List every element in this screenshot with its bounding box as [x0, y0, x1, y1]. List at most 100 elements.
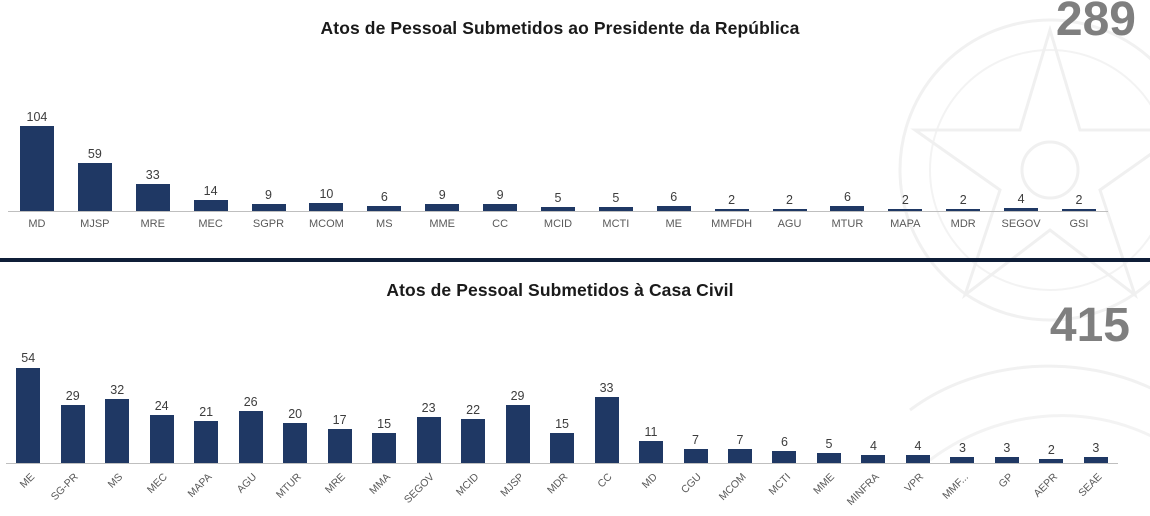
bar-column: 29 SG-PR	[49, 352, 95, 514]
bar	[194, 421, 219, 463]
x-axis-label: MD	[639, 471, 660, 492]
bar	[950, 457, 975, 463]
bar-value-label: 6	[380, 189, 388, 204]
bar-column: 4 SEGOV	[992, 106, 1051, 230]
bar	[327, 429, 352, 463]
x-axis-label: MCTI	[766, 471, 793, 498]
bar-value-label: 6	[843, 189, 851, 204]
bar-value-label: 5	[612, 190, 620, 205]
bar-value-label: 6	[670, 189, 678, 204]
bar-value-label: 32	[110, 382, 125, 397]
bar	[772, 209, 807, 211]
x-axis-label: MME	[811, 471, 838, 497]
bar-value-label: 7	[692, 432, 699, 447]
bar-column: 29 MJSP	[495, 352, 540, 514]
bar-plot-casa-civil: 54 ME 29 SG-PR 32 MS 24 MEC 21 MAPA 26 AGU 20 MTUR 17 M…	[6, 352, 1119, 514]
x-axis-label: AGU	[777, 218, 802, 230]
bar-value-label: 4	[1017, 191, 1025, 206]
chart-total-casa-civil: 415	[1049, 299, 1130, 352]
bar-value-label: 2	[786, 192, 793, 207]
bar	[105, 399, 130, 463]
bar-value-label: 29	[65, 388, 80, 403]
x-axis-label: MS	[376, 218, 393, 230]
bar-value-label: 2	[1075, 192, 1083, 207]
x-axis-label: MCTI	[602, 218, 630, 230]
x-axis-label: MTUR	[831, 218, 864, 230]
x-axis-label: MEC	[145, 471, 171, 496]
bar-column: 5 MCTI	[586, 106, 645, 230]
bar-value-label: 24	[154, 398, 169, 413]
x-axis-label: MCID	[543, 218, 573, 230]
bar	[861, 455, 886, 463]
bar-column: 7 MCOM	[716, 352, 763, 514]
bar-value-label: 54	[21, 352, 36, 365]
bar-column: 2 GSI	[1050, 106, 1108, 230]
x-axis-label: MAPA	[890, 218, 921, 230]
bar-column: 33 CC	[584, 352, 629, 514]
bar	[193, 200, 228, 211]
bar	[714, 209, 749, 211]
bar-value-label: 7	[736, 432, 744, 447]
bar-value-label: 3	[958, 440, 966, 455]
bar-column: 3 MMF...	[940, 352, 985, 514]
bar	[888, 209, 923, 211]
x-axis-label: AGU	[234, 471, 260, 496]
bar-value-label: 23	[421, 400, 436, 415]
bar	[727, 449, 752, 463]
bar-column: 33 MRE	[123, 106, 182, 230]
bar-value-label: 59	[87, 146, 102, 161]
x-axis-label: MCOM	[308, 218, 344, 230]
bar-column: 14 MEC	[181, 106, 240, 230]
bar	[283, 423, 308, 463]
x-axis-label: CC	[492, 218, 509, 230]
bar-value-label: 3	[1003, 440, 1011, 455]
x-axis-label: GSI	[1069, 218, 1089, 230]
bar	[372, 433, 397, 463]
bar	[656, 206, 691, 211]
x-axis-label: ME	[665, 218, 682, 230]
bar-value-label: 9	[496, 187, 504, 202]
x-axis-label: MMF...	[940, 471, 971, 502]
x-axis-label: MAPA	[185, 471, 215, 500]
chart-presidente-section: Atos de Pessoal Submetidos ao Presidente…	[8, 0, 1136, 230]
bar-column: 17 MRE	[317, 352, 362, 514]
x-axis-label: MRE	[323, 471, 349, 496]
bar-value-label: 20	[288, 406, 303, 421]
bar	[550, 433, 575, 463]
bar-value-label: 11	[644, 424, 658, 439]
x-axis-label: VPR	[902, 471, 927, 495]
bar-column: 4 MINFRA	[845, 352, 896, 514]
bar-value-label: 33	[145, 167, 160, 182]
bar-column: 9 SGPR	[239, 106, 298, 230]
bar	[77, 163, 112, 211]
bar-value-label: 3	[1092, 440, 1100, 455]
bar	[946, 209, 981, 211]
bar-columns: 54 ME 29 SG-PR 32 MS 24 MEC 21 MAPA 26 AGU 20 MTUR 17 M…	[6, 352, 1119, 514]
x-axis-label: MDR	[545, 471, 571, 497]
bar	[816, 453, 841, 463]
bar	[483, 204, 518, 211]
bar-column: 104 MD	[8, 106, 66, 230]
bar	[16, 367, 41, 463]
bar-column: 3 SEAE	[1073, 352, 1119, 514]
chart-total-presidente: 289	[1055, 0, 1136, 46]
bar-value-label: 21	[199, 404, 214, 419]
bar	[639, 441, 664, 463]
bar	[19, 126, 54, 211]
bar-column: 2 MAPA	[876, 106, 935, 230]
x-axis-label: SGPR	[252, 218, 285, 230]
x-axis-label: MDR	[950, 218, 976, 230]
bar-value-label: 6	[781, 434, 788, 449]
bar-column: 2 AGU	[760, 106, 819, 230]
bar-column: 6 MTUR	[818, 106, 877, 230]
bar	[1004, 208, 1039, 211]
bar-value-label: 15	[377, 416, 392, 431]
bar-value-label: 29	[510, 388, 525, 403]
bar-column: 7 CGU	[673, 352, 718, 514]
bar	[830, 206, 865, 211]
bar-column: 5 MCID	[529, 106, 587, 230]
x-axis-label: MCID	[454, 471, 482, 499]
bar-column: 2 MMFDH	[702, 106, 761, 230]
bar-value-label: 104	[26, 109, 48, 124]
